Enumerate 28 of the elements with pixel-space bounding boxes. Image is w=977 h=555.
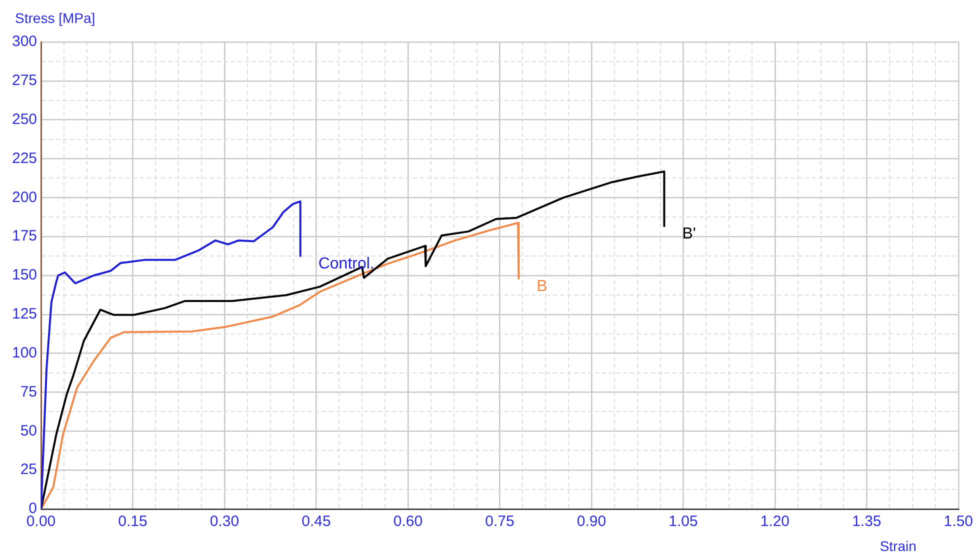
x-tick-label: 1.05 bbox=[668, 513, 698, 530]
x-tick-label: 1.50 bbox=[944, 513, 974, 530]
y-tick-label: 50 bbox=[20, 422, 38, 440]
x-tick-label: 0.30 bbox=[210, 513, 240, 530]
y-tick-label: 150 bbox=[12, 266, 38, 284]
x-tick-label: 1.20 bbox=[760, 513, 790, 530]
series-label: Control. bbox=[318, 255, 374, 272]
y-tick-label: 100 bbox=[12, 344, 38, 362]
y-tick-label: 250 bbox=[12, 110, 38, 128]
y-tick-label: 75 bbox=[20, 383, 38, 400]
x-axis-title: Strain bbox=[880, 538, 916, 554]
y-tick-label: 225 bbox=[12, 150, 38, 167]
x-tick-label: 0.75 bbox=[485, 513, 514, 530]
y-tick-label: 125 bbox=[12, 306, 38, 323]
y-tick-label: 200 bbox=[12, 188, 38, 206]
y-tick-label: 275 bbox=[12, 72, 38, 90]
y-tick-label: 300 bbox=[12, 33, 38, 50]
x-tick-label: 0.60 bbox=[393, 513, 423, 530]
series-label: B' bbox=[682, 226, 696, 243]
x-tick-label: 0.00 bbox=[26, 513, 56, 530]
series-label: B bbox=[536, 278, 548, 296]
x-tick-label: 0.90 bbox=[576, 513, 606, 530]
x-tick-label: 0.15 bbox=[118, 513, 148, 530]
x-tick-label: 0.45 bbox=[302, 513, 331, 530]
x-tick-label: 1.35 bbox=[852, 513, 882, 530]
y-tick-label: 25 bbox=[20, 461, 38, 478]
y-tick-label: 175 bbox=[12, 228, 38, 245]
y-axis-title: Stress [MPa] bbox=[15, 10, 96, 26]
